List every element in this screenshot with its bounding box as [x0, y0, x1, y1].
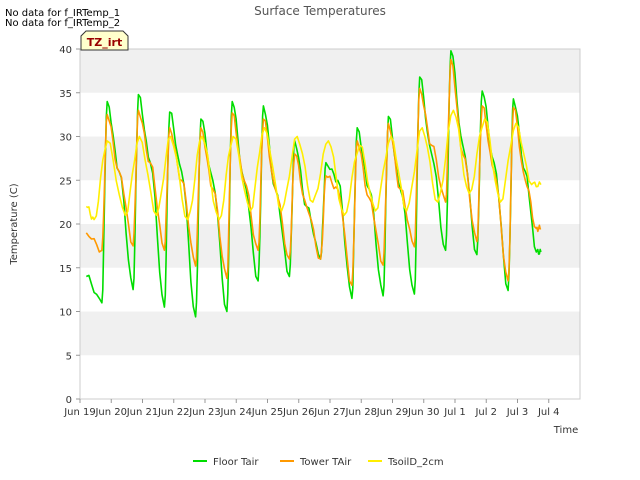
x-tick-label: Jul 1 — [443, 407, 466, 418]
y-axis-label: Temperature (C) — [9, 183, 20, 265]
legend-label: Floor Tair — [213, 457, 259, 468]
x-tick-label: Jun 30 — [407, 407, 440, 418]
background-band — [80, 355, 580, 399]
x-tick-label: Jun 27 — [313, 407, 346, 418]
x-tick-label: Jun 25 — [251, 407, 284, 418]
x-tick-label: Jun 28 — [344, 407, 377, 418]
annotation-label: TZ_irt — [87, 36, 122, 49]
background-band — [80, 49, 580, 93]
x-tick-label: Jun 24 — [219, 407, 252, 418]
x-tick-label: Jun 19 — [63, 407, 96, 418]
x-tick-label: Jun 20 — [94, 407, 127, 418]
x-tick-label: Jun 22 — [157, 407, 190, 418]
chart-title: Surface Temperatures — [254, 4, 386, 18]
x-tick-label: Jun 29 — [376, 407, 409, 418]
background-band — [80, 92, 580, 137]
x-tick-label: Jun 21 — [126, 407, 159, 418]
no-data-note-1: No data for f_IRTemp_1 — [5, 8, 121, 19]
no-data-note-2: No data for f_IRTemp_2 — [5, 18, 121, 29]
legend-label: Tower TAir — [299, 457, 352, 468]
x-tick-label: Jul 3 — [506, 407, 529, 418]
y-tick-label: 35 — [59, 89, 72, 100]
legend-label: TsoilD_2cm — [387, 457, 444, 468]
y-tick-label: 10 — [59, 308, 72, 319]
y-tick-label: 40 — [59, 45, 72, 56]
y-tick-label: 5 — [66, 351, 72, 362]
series-line-tower-tair — [85, 58, 542, 287]
x-tick-label: Jun 26 — [282, 407, 315, 418]
x-tick-label: Jun 23 — [188, 407, 221, 418]
x-tick-label: Jul 4 — [537, 407, 560, 418]
x-tick-label: Jul 2 — [474, 407, 497, 418]
annotation-box: TZ_irt — [80, 30, 129, 51]
series-line-tsoild-2cm — [85, 109, 542, 221]
y-tick-label: 0 — [66, 395, 72, 406]
y-tick-label: 15 — [59, 264, 72, 275]
legend: Floor Tair Tower TAir TsoilD_2cm — [193, 457, 444, 468]
y-tick-label: 25 — [59, 176, 72, 187]
background-band — [80, 311, 580, 356]
y-tick-label: 30 — [59, 133, 72, 144]
x-axis-label: Time — [553, 425, 578, 436]
y-tick-label: 20 — [59, 220, 72, 231]
